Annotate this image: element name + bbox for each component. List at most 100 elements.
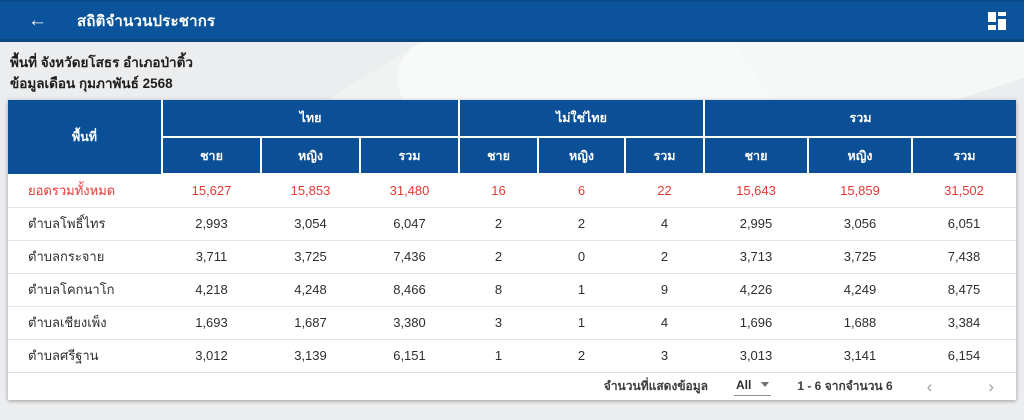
cell-value: 3 — [459, 305, 538, 339]
cell-value: 3,725 — [808, 239, 912, 273]
sub-header-male: ชาย — [162, 136, 262, 175]
area-filter-text: พื้นที่ จังหวัดยโสธร อำเภอป่าติ้ว — [10, 55, 193, 70]
chevron-left-icon: ‹ — [926, 377, 933, 396]
row-area-label: ตำบลศรีฐาน — [8, 338, 162, 372]
total-row: ยอดรวมทั้งหมด 15,627 15,853 31,480 16 6 22 15,6… — [8, 174, 1016, 207]
cell-value: 3,139 — [261, 338, 360, 372]
pagination-bar: จำนวนที่แสดงข้อมูล All 1 - 6 จากจำนวน 6 … — [8, 372, 1016, 400]
cell-value: 7,438 — [912, 239, 1017, 273]
cell-value: 6 — [577, 183, 586, 199]
cell-value: 8,475 — [912, 272, 1017, 306]
pagination-range-text: 1 - 6 จากจำนวน 6 — [797, 379, 893, 393]
cell-value: 1,687 — [261, 305, 360, 339]
arrow-left-icon: ← — [28, 10, 47, 31]
cell-value: 1 — [538, 272, 625, 306]
cell-value: 1,688 — [808, 305, 912, 339]
sub-header-female: หญิง — [260, 136, 361, 175]
cell-value: 3,141 — [808, 338, 912, 372]
table-body: ยอดรวมทั้งหมด 15,627 15,853 31,480 16 6 22 15,6… — [8, 174, 1017, 372]
cell-value: 8 — [459, 272, 538, 306]
cell-value: 3 — [625, 338, 704, 372]
app-bar: ← สถิติจำนวนประชากร — [0, 0, 1024, 42]
row-area-label: ตำบลโคกนาโก — [8, 272, 162, 306]
cell-value: 1 — [459, 338, 538, 372]
cell-value: 2 — [459, 206, 538, 240]
cell-value: 8,466 — [360, 272, 459, 306]
row-area-label: ยอดรวมทั้งหมด — [28, 182, 116, 198]
table-header: พื้นที่ ไทย ไม่ใช่ไทย รวม ชาย หญิง รวม ช… — [8, 100, 1017, 175]
cell-value: 2,993 — [162, 206, 261, 240]
page-title: สถิติจำนวนประชากร — [77, 12, 216, 30]
cell-value: 1 — [538, 305, 625, 339]
cell-value: 22 — [657, 183, 672, 199]
sub-header-male: ชาย — [458, 136, 539, 175]
cell-value: 4,218 — [162, 272, 261, 306]
cell-value: 16 — [491, 183, 506, 199]
group-header-thai: ไทย — [161, 100, 460, 138]
cell-value: 2 — [625, 239, 704, 273]
report-meta: พื้นที่ จังหวัดยโสธร อำเภอป่าติ้ว ข้อมูล… — [0, 42, 1024, 100]
cell-value: 1,693 — [162, 305, 261, 339]
sub-header-sum: รวม — [359, 136, 460, 175]
cell-value: 3,012 — [162, 338, 261, 372]
cell-value: 1,696 — [704, 305, 808, 339]
population-table: พื้นที่ ไทย ไม่ใช่ไทย รวม ชาย หญิง รวม ช… — [8, 100, 1017, 372]
sub-header-sum: รวม — [910, 136, 1017, 175]
sub-header-male: ชาย — [703, 136, 809, 175]
rows-per-page-label: จำนวนที่แสดงข้อมูล — [603, 379, 708, 393]
cell-value: 15,643 — [736, 183, 776, 199]
table-row: ตำบลโพธิ์ไทร 2,993 3,054 6,047 2 2 4 2,995 3,056… — [8, 206, 1017, 240]
back-button[interactable]: ← — [22, 7, 53, 34]
cell-value: 2 — [538, 338, 625, 372]
cell-value: 2 — [538, 206, 625, 240]
cell-value: 7,436 — [360, 239, 459, 273]
cell-value: 4,249 — [808, 272, 912, 306]
row-area-label: ตำบลกระจาย — [8, 239, 162, 273]
cell-value: 15,859 — [840, 183, 880, 199]
table-row: ตำบลเชียงเพ็ง 1,693 1,687 3,380 3 1 4 1,696 1,68… — [8, 305, 1017, 339]
table-row: ตำบลกระจาย 3,711 3,725 7,436 2 0 2 3,713 3,725 7,… — [8, 239, 1017, 273]
cell-value: 4,248 — [261, 272, 360, 306]
sub-header-female: หญิง — [807, 136, 913, 175]
cell-value: 6,051 — [912, 206, 1017, 240]
column-header-area: พื้นที่ — [8, 100, 163, 174]
cell-value: 2,995 — [704, 206, 808, 240]
cell-value: 15,853 — [290, 183, 331, 199]
table-row: ตำบลศรีฐาน 3,012 3,139 6,151 1 2 3 3,013 3,141 6,… — [8, 338, 1017, 372]
cell-value: 6,151 — [360, 338, 459, 372]
page-size-value: All — [736, 377, 752, 392]
row-area-label: ตำบลโพธิ์ไทร — [8, 206, 162, 240]
group-header-total: รวม — [702, 100, 1017, 138]
cell-value: 3,711 — [162, 239, 261, 273]
next-page-button[interactable]: › — [980, 376, 1002, 397]
cell-value: 4,226 — [704, 272, 808, 306]
cell-value: 3,384 — [912, 305, 1017, 339]
cell-value: 3,725 — [261, 239, 360, 273]
cell-value: 31,502 — [944, 183, 984, 199]
previous-page-button[interactable]: ‹ — [919, 376, 941, 397]
cell-value: 0 — [538, 239, 625, 273]
cell-value: 31,480 — [389, 183, 430, 199]
sub-header-female: หญิง — [537, 136, 626, 175]
cell-value: 6,154 — [912, 338, 1017, 372]
row-area-label: ตำบลเชียงเพ็ง — [8, 305, 162, 339]
cell-value: 3,713 — [704, 239, 808, 273]
cell-value: 3,054 — [261, 206, 360, 240]
data-card: พื้นที่ ไทย ไม่ใช่ไทย รวม ชาย หญิง รวม ช… — [8, 100, 1017, 400]
cell-value: 4 — [625, 305, 704, 339]
cell-value: 15,627 — [191, 183, 232, 199]
cell-value: 4 — [625, 206, 704, 240]
cell-value: 6,047 — [360, 206, 459, 240]
cell-value: 2 — [459, 239, 538, 273]
dashboard-grid-icon[interactable] — [988, 11, 1006, 30]
sub-header-sum: รวม — [624, 136, 705, 175]
chevron-right-icon: › — [988, 377, 994, 396]
cell-value: 9 — [625, 272, 704, 306]
table-row: ตำบลโคกนาโก 4,218 4,248 8,466 8 1 9 4,226 4,249 8… — [8, 272, 1017, 306]
cell-value: 3,380 — [360, 305, 459, 339]
page-size-select[interactable]: All — [734, 377, 772, 396]
cell-value: 3,013 — [704, 338, 808, 372]
cell-value: 3,056 — [808, 206, 912, 240]
month-filter-text: ข้อมูลเดือน กุมภาพันธ์ 2568 — [10, 76, 173, 91]
group-header-non-thai: ไม่ใช่ไทย — [458, 100, 705, 138]
